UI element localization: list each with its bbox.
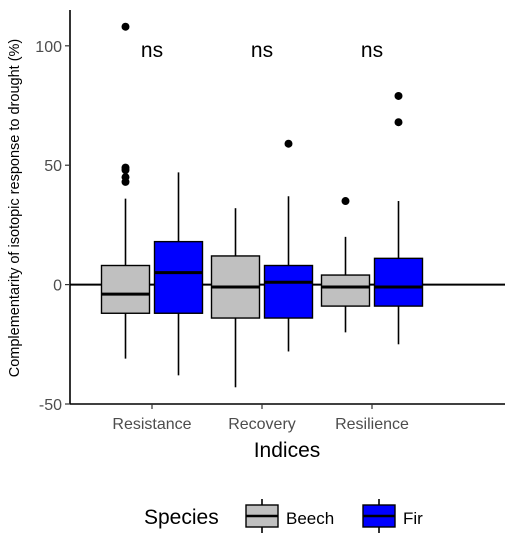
- outlier-point: [121, 163, 130, 172]
- axes: [65, 10, 505, 409]
- outlier-point: [284, 139, 293, 148]
- box-beech-recovery: [210, 208, 261, 388]
- significance-annotations: ns ns ns: [141, 39, 383, 62]
- iqr-box: [263, 264, 314, 319]
- x-tick-label: Resistance: [112, 416, 191, 433]
- y-tick-label: 0: [53, 278, 62, 295]
- ns-annotation: ns: [141, 39, 163, 62]
- x-tick-label: Resilience: [335, 416, 409, 433]
- legend: Species Beech Fir: [144, 499, 423, 533]
- ns-annotation: ns: [361, 39, 383, 62]
- ns-annotation: ns: [251, 39, 273, 62]
- legend-label-beech: Beech: [286, 509, 334, 528]
- iqr-box: [320, 274, 371, 307]
- legend-label-fir: Fir: [403, 509, 423, 528]
- box-fir-recovery: [263, 139, 314, 352]
- box-series: [100, 22, 424, 388]
- y-tick-label: -50: [39, 397, 62, 414]
- box-beech-resistance: [100, 22, 151, 359]
- outlier-point: [341, 197, 350, 206]
- legend-title: Species: [144, 506, 219, 529]
- y-tick-labels: -50 0 50 100: [35, 39, 62, 414]
- box-beech-resilience: [320, 197, 371, 333]
- x-tick-label: Recovery: [228, 416, 296, 433]
- box-fir-resilience: [373, 91, 424, 345]
- outlier-point: [394, 118, 403, 127]
- x-axis-label: Indices: [254, 439, 321, 462]
- outlier-point: [121, 22, 130, 31]
- outlier-point: [121, 173, 130, 182]
- y-tick-label: 100: [35, 39, 62, 56]
- legend-key-fir: [362, 499, 396, 533]
- box-fir-resistance: [153, 172, 204, 376]
- y-axis-label: Complementarity of isotopic response to …: [7, 39, 23, 378]
- iqr-box: [100, 264, 151, 314]
- iqr-box: [373, 257, 424, 307]
- iqr-box: [153, 240, 204, 314]
- x-tick-labels: Resistance Recovery Resilience: [112, 416, 409, 433]
- outlier-point: [394, 91, 403, 100]
- y-tick-label: 50: [44, 158, 62, 175]
- legend-key-beech: [245, 499, 279, 533]
